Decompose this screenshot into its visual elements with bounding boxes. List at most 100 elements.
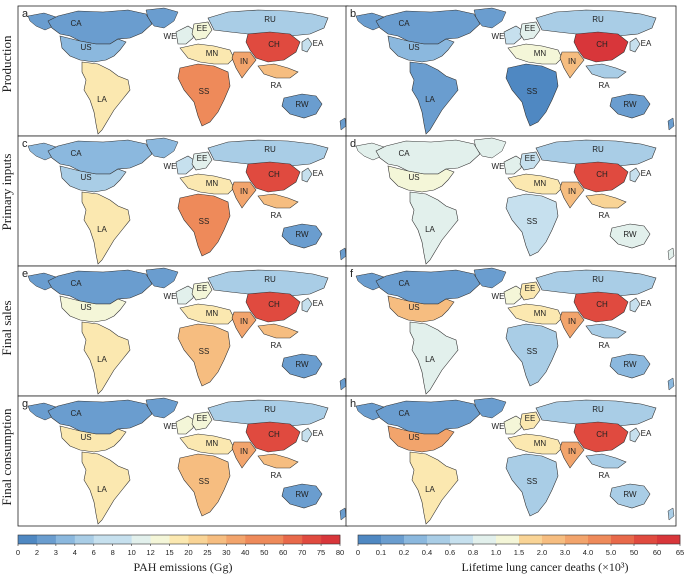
region-label-us: US [408,43,419,52]
region-new-zealand [667,117,675,131]
region-label-ee: EE [525,24,536,33]
panel-letter-c: c [22,138,28,150]
legend-right-tick-label: 50 [630,548,638,557]
legend-left-tick-label: 4 [73,548,77,557]
region-la [409,61,459,135]
region-rw [281,223,323,249]
region-ru [207,269,329,297]
region-in [559,311,585,339]
legend-right-tick-label: 0 [356,548,360,557]
region-ss [505,323,559,387]
region-rw [609,353,651,379]
legend-left-tick-label: 80 [336,548,344,557]
panel-letter-d: d [350,138,356,150]
region-rw [609,223,651,249]
region-label-us: US [80,433,91,442]
legend-right-swatch [358,535,382,544]
region-label-we: WE [164,32,177,41]
region-rw [609,483,651,509]
region-label-ss: SS [527,217,538,226]
region-we [503,155,523,175]
region-label-ee: EE [525,154,536,163]
region-la [81,191,131,265]
region-label-ru: RU [264,145,276,154]
region-label-ca: CA [398,279,410,288]
legend-right-swatch [473,535,497,544]
region-label-mn: MN [206,309,219,318]
region-ch [573,31,629,63]
region-ee [191,21,213,41]
region-us [59,165,127,193]
region-label-ee: EE [197,414,208,423]
region-label-la: LA [97,485,107,494]
region-label-we: WE [492,292,505,301]
region-label-we: WE [164,422,177,431]
region-label-in: IN [568,447,576,456]
region-ss [505,193,559,257]
legend-left-tick-label: 10 [127,548,135,557]
map-panel-b: CA US LA WE EE RU MN SS IN CH EA RA RW b [345,5,677,137]
region-in [559,181,585,209]
region-label-in: IN [240,187,248,196]
region-label-mn: MN [206,439,219,448]
region-label-ru: RU [592,275,604,284]
region-us [387,165,455,193]
legend-right-tick-label: 0.2 [399,548,409,557]
region-label-ch: CH [596,170,608,179]
region-mn [507,173,563,195]
region-mn [507,433,563,455]
panel-letter-g: g [22,398,28,410]
region-new-zealand [667,247,675,261]
legend-left-swatch [207,535,227,544]
region-alaska [27,272,57,291]
region-label-ch: CH [268,170,280,179]
region-label-us: US [80,303,91,312]
region-label-mn: MN [534,439,547,448]
region-label-in: IN [240,317,248,326]
legend-left-title: PAH emissions (Gg) [133,560,233,574]
region-la [81,61,131,135]
legend-right-swatch [450,535,474,544]
legend-left-swatch [321,535,341,544]
region-ch [245,161,301,193]
region-ea [301,297,313,313]
region-label-la: LA [97,355,107,364]
legend-left-tick-label: 20 [184,548,192,557]
region-ss [177,453,231,517]
legend-left-swatch [188,535,208,544]
region-new-zealand [667,377,675,391]
region-la [81,321,131,395]
region-label-ss: SS [527,347,538,356]
region-la [81,451,131,525]
region-label-ss: SS [199,347,210,356]
region-ch [573,161,629,193]
legend-left-tick-label: 25 [203,548,211,557]
region-ru [535,9,657,37]
region-ea [629,167,641,183]
legend-left-tick-label: 3 [54,548,58,557]
legend-right-swatch [657,535,681,544]
row-label-final-sales: Final sales [0,300,14,356]
legend-right-swatch [565,535,589,544]
region-label-rw: RW [623,360,637,369]
region-label-we: WE [492,422,505,431]
legend-left-tick-label: 70 [298,548,306,557]
region-label-ee: EE [197,24,208,33]
region-label-ss: SS [199,87,210,96]
region-ss [177,193,231,257]
legend-right-title: Lifetime lung cancer deaths (×10³) [461,560,629,574]
region-rw [281,353,323,379]
legend-right-swatch [519,535,543,544]
legend-right-swatch [634,535,658,544]
region-ea [301,167,313,183]
region-ee [519,21,541,41]
legend-right-tick-label: 0.8 [468,548,478,557]
legend-left-tick-label: 60 [279,548,287,557]
legend-left-tick-label: 50 [260,548,268,557]
legend-right-tick-label: 65 [676,548,684,557]
region-ss [505,453,559,517]
region-ra [257,193,299,209]
region-label-ea: EA [313,429,324,438]
region-label-ea: EA [313,39,324,48]
region-ch [245,31,301,63]
